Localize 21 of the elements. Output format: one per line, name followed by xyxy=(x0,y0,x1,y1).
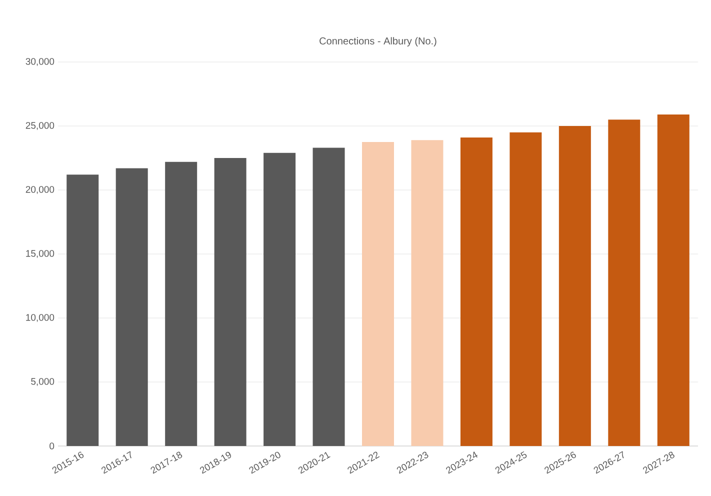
bar xyxy=(312,148,345,446)
y-tick-label: 25,000 xyxy=(26,122,54,130)
bar xyxy=(657,114,690,446)
bar xyxy=(411,140,444,446)
bar xyxy=(116,168,148,446)
bar xyxy=(165,162,198,446)
bar xyxy=(558,126,591,446)
bar xyxy=(510,132,542,446)
y-tick-label: 20,000 xyxy=(26,186,54,194)
bar xyxy=(66,174,99,446)
bar xyxy=(460,138,492,446)
bar xyxy=(608,120,640,446)
y-tick-label: 30,000 xyxy=(26,58,54,66)
y-tick-label: 5,000 xyxy=(31,378,54,386)
y-tick-label: 15,000 xyxy=(26,250,54,258)
chart-title: Connections - Albury (No.) xyxy=(320,37,436,46)
y-tick-label: 0 xyxy=(50,442,54,450)
bar xyxy=(362,142,394,446)
bar xyxy=(214,158,246,446)
bar xyxy=(264,152,296,446)
y-tick-label: 10,000 xyxy=(26,314,54,322)
